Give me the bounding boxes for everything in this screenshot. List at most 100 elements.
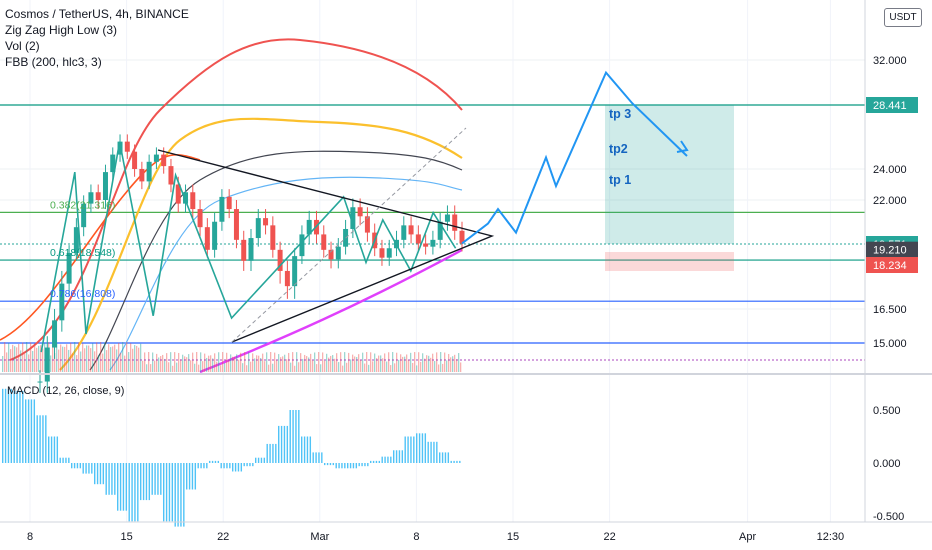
indicator-vol[interactable]: Vol (2) [5,39,40,53]
volume-bar [228,359,230,372]
volume-bar [420,361,422,372]
macd-bar [88,463,90,474]
volume-bar [218,352,220,372]
volume-bar [320,364,322,372]
candle [226,196,232,210]
macd-bar [16,390,18,463]
macd-bar [243,463,245,467]
volume-bar [260,357,262,372]
volume-bar [40,345,42,372]
volume-bar [370,352,372,372]
candle [444,214,450,222]
macd-bar [200,463,202,469]
volume-bar [34,343,36,372]
long-position-box[interactable] [605,105,734,271]
macd-bar [404,436,406,463]
macd-bar [36,415,38,463]
macd-bar [96,463,99,485]
time-tick-label: 22 [603,531,615,543]
macd-bar [154,463,156,495]
macd-bar [387,456,389,463]
candle [270,225,276,250]
volume-bar [50,355,52,372]
target-labels: tp 3 tp2 tp 1 [609,107,631,187]
upper-band-2 [59,117,463,371]
volume-bar [82,343,84,372]
macd-bar [318,452,320,463]
candle [52,320,58,348]
macd-bar [283,425,286,463]
macd-bar [234,463,237,472]
profit-zone [605,105,734,244]
macd-bar [10,388,13,463]
volume-bar [164,358,166,372]
volume-bar [130,343,132,372]
indicator-zigzag[interactable]: Zig Zag High Low (3) [5,23,118,37]
indicator-fbb[interactable]: FBB (200, hlc3, 3) [5,55,102,69]
volume-bar [102,353,104,372]
volume-bar [190,360,192,372]
macd-bar [395,450,398,463]
volume-bar [224,363,226,372]
macd-bar [45,415,47,463]
macd-bar [197,463,199,469]
volume-bar [450,357,452,372]
volume-bar [326,353,328,372]
volume-bar [434,360,436,372]
macd-bar [142,463,145,501]
volume-bar [406,354,408,372]
macd-bar [263,457,266,463]
candle [124,141,130,152]
volume-bar [178,352,180,372]
volume-bar [430,357,432,372]
volume-bar [280,357,282,372]
macd-bar [459,460,461,463]
volume-bar [4,342,6,372]
macd-bar [378,460,381,463]
candle [328,249,334,260]
volume-bar [286,359,288,372]
macd-bar [53,436,56,463]
volume-bar [246,365,248,372]
macd-label[interactable]: MACD (12, 26, close, 9) [7,385,125,397]
projection-path[interactable] [461,70,689,245]
macd-bar [349,463,352,469]
volume-bar [306,356,308,372]
volume-bar [242,363,244,372]
volume-bar [30,342,32,372]
volume-bar [64,346,66,372]
macd-bar [94,463,96,485]
volume-bar [90,348,92,372]
volume-bar [62,346,64,372]
macd-bar [217,460,220,463]
volume-bar [144,352,146,372]
macd-bar [68,457,70,463]
volume-bar [166,353,168,372]
macd-bar [421,433,424,463]
macd-bar [269,443,271,463]
volume-bar [54,352,56,372]
volume-bar [342,365,344,372]
macd-bar [303,436,306,463]
volume-bar [408,359,410,372]
volume-bar [78,342,80,372]
candle [197,209,203,228]
macd-bar [73,463,76,469]
currency-badge[interactable]: USDT [884,8,922,27]
volume-bar [106,350,108,372]
macd-bar [237,463,240,472]
macd-bar [370,460,372,463]
volume-bar [232,356,234,372]
macd-bar [71,463,73,469]
macd-bar [27,399,30,463]
macd-bar [229,463,231,469]
macd-bar [119,463,122,511]
macd-bar [450,460,452,463]
triangle-pattern[interactable] [157,127,495,343]
volume-bar [156,353,158,372]
volume-bar [448,353,450,372]
macd-bar [375,460,378,463]
macd-bar [341,463,343,469]
volume-bar [244,352,246,372]
